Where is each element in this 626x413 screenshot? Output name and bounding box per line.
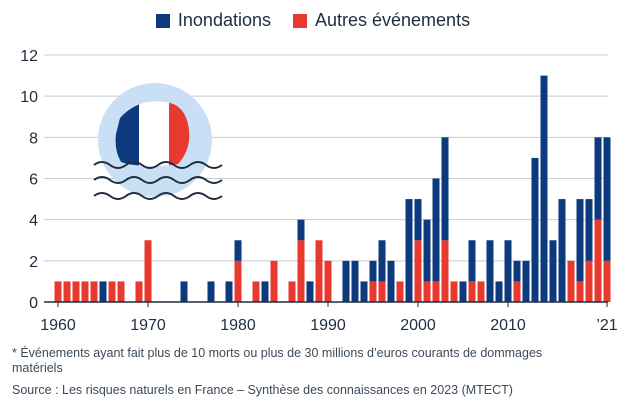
bar-1979-inondations xyxy=(225,281,233,302)
bar-2000-autres xyxy=(414,240,422,302)
legend-swatch-autres xyxy=(292,13,307,28)
bar-1987-autres xyxy=(297,240,305,302)
x-axis-labels: 1960 1970 1980 1990 2000 2010 ’21 xyxy=(40,302,618,334)
y-tick-label: 8 xyxy=(29,130,38,147)
bar-1992-inondations xyxy=(342,260,350,302)
bar-2006-autres xyxy=(468,281,476,302)
bar-2019-inondations xyxy=(585,199,593,261)
bar-2008-inondations xyxy=(486,240,494,302)
bar-1964-autres xyxy=(90,281,98,302)
y-tick-label: 4 xyxy=(29,213,38,230)
bar-2020-inondations xyxy=(594,137,602,220)
bar-2020-autres xyxy=(594,219,602,302)
bar-1965-inondations xyxy=(99,281,107,302)
bar-1969-autres xyxy=(135,281,143,302)
bar-1999-inondations xyxy=(405,199,413,302)
y-tick-label: 0 xyxy=(29,295,38,312)
bar-1997-inondations xyxy=(387,260,395,302)
legend-label-inondations: Inondations xyxy=(177,10,271,30)
bar-2002-autres xyxy=(432,281,440,302)
bar-2018-autres xyxy=(576,281,584,302)
bar-1963-autres xyxy=(81,281,89,302)
legend: Inondations Autres événements xyxy=(0,10,626,31)
bar-1995-inondations xyxy=(369,260,377,282)
bar-2006-inondations xyxy=(468,240,476,282)
bar-2016-inondations xyxy=(558,199,566,302)
bar-2001-inondations xyxy=(423,219,431,282)
bar-2013-inondations xyxy=(531,157,539,302)
bar-1989-autres xyxy=(315,240,323,302)
bar-1996-autres xyxy=(378,281,386,302)
bar-1967-autres xyxy=(117,281,125,302)
bar-2012-inondations xyxy=(522,260,530,302)
bar-1980-inondations xyxy=(234,240,242,261)
bar-1987-inondations xyxy=(297,219,305,241)
legend-item-autres: Autres événements xyxy=(292,10,471,31)
legend-swatch-inondations xyxy=(155,13,170,28)
bar-2010-inondations xyxy=(504,240,512,302)
bar-2003-inondations xyxy=(441,137,449,241)
x-tick-label: 1970 xyxy=(130,317,166,334)
bar-1966-autres xyxy=(108,281,116,302)
bar-2021-autres xyxy=(603,260,611,302)
x-tick-label: ’21 xyxy=(596,317,617,334)
bar-2002-inondations xyxy=(432,178,440,282)
bar-1970-autres xyxy=(144,240,152,302)
bar-2019-autres xyxy=(585,260,593,302)
bar-1998-autres xyxy=(396,281,404,302)
bars xyxy=(54,75,611,302)
x-tick-label: 2010 xyxy=(490,317,526,334)
x-tick-label: 2000 xyxy=(400,317,436,334)
x-tick-label: 1980 xyxy=(220,317,256,334)
bar-1982-autres xyxy=(252,281,260,302)
bar-1988-inondations xyxy=(306,281,314,302)
bar-1980-autres xyxy=(234,260,242,302)
bar-2017-autres xyxy=(567,260,575,302)
y-axis-labels: 0 2 4 6 8 10 12 xyxy=(20,48,38,312)
bar-1961-autres xyxy=(63,281,71,302)
bar-2001-autres xyxy=(423,281,431,302)
legend-item-inondations: Inondations xyxy=(155,10,271,31)
bar-1995-autres xyxy=(369,281,377,302)
bar-1984-autres xyxy=(270,260,278,302)
bar-1974-inondations xyxy=(180,281,188,302)
y-tick-label: 2 xyxy=(29,254,38,271)
x-tick-label: 1990 xyxy=(310,317,346,334)
bar-1990-autres xyxy=(324,260,332,302)
source-text: Source : Les risques naturels en France … xyxy=(12,383,513,397)
bar-chart: 0 2 4 6 8 10 12 1960 1970 1980 1990 2000 2010 ’21 xyxy=(20,48,618,334)
y-tick-label: 10 xyxy=(20,89,38,106)
bar-2018-inondations xyxy=(576,199,584,282)
bar-2011-autres xyxy=(513,281,521,302)
bar-1993-inondations xyxy=(351,260,359,302)
bar-2021-inondations xyxy=(603,137,611,261)
bar-1994-inondations xyxy=(360,281,368,302)
bar-2007-autres xyxy=(477,281,485,302)
legend-label-autres: Autres événements xyxy=(314,10,471,30)
bar-1962-autres xyxy=(72,281,80,302)
y-tick-label: 6 xyxy=(29,172,38,189)
bar-2015-inondations xyxy=(549,240,557,302)
bar-2014-inondations xyxy=(540,75,548,302)
bar-2005-inondations xyxy=(459,281,467,302)
bar-1996-inondations xyxy=(378,240,386,282)
bar-2009-inondations xyxy=(495,281,503,302)
bar-1960-autres xyxy=(54,281,62,302)
bar-2003-autres xyxy=(441,240,449,302)
bar-1977-inondations xyxy=(207,281,215,302)
bar-2004-autres xyxy=(450,281,458,302)
bar-2000-inondations xyxy=(414,199,422,241)
x-tick-label: 1960 xyxy=(40,317,76,334)
bar-1983-inondations xyxy=(261,281,269,302)
flood-flag-icon xyxy=(93,83,223,200)
bar-2011-inondations xyxy=(513,260,521,282)
bar-1986-autres xyxy=(288,281,296,302)
y-tick-label: 12 xyxy=(20,48,38,65)
footnote: * Événements ayant fait plus de 10 morts… xyxy=(12,346,543,375)
